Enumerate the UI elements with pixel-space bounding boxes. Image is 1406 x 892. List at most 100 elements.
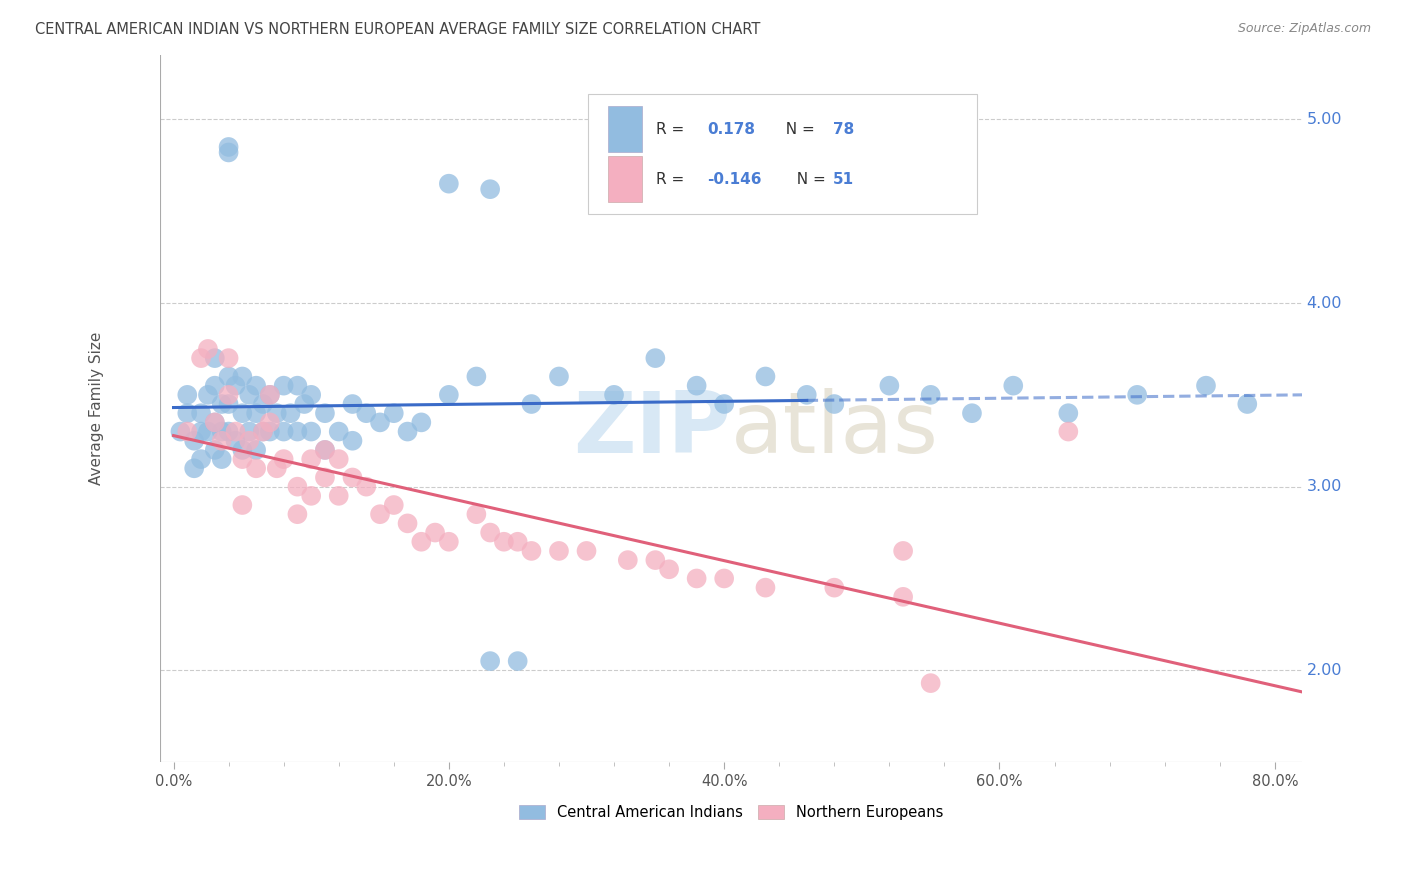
Point (211, 397, 233, 411)
Text: 78: 78 (832, 121, 853, 136)
Point (204, 351, 226, 365)
Point (176, 388, 198, 402)
Point (231, 369, 253, 384)
Point (1057, 406, 1080, 420)
Point (218, 388, 240, 402)
Point (183, 461, 205, 475)
Point (685, 378, 707, 392)
Point (520, 544, 543, 558)
Point (252, 397, 274, 411)
Point (644, 553, 666, 567)
Point (328, 425, 350, 439)
Point (238, 434, 260, 448)
Text: Source: ZipAtlas.com: Source: ZipAtlas.com (1237, 22, 1371, 36)
Point (245, 378, 267, 392)
Point (280, 406, 302, 420)
Point (465, 507, 488, 521)
Point (299, 388, 322, 402)
Point (190, 452, 212, 467)
Point (823, 397, 845, 411)
Point (190, 406, 212, 420)
Text: 51: 51 (832, 171, 853, 186)
Point (920, 388, 942, 402)
Point (314, 442, 336, 457)
Point (960, 406, 983, 420)
Point (823, 581, 845, 595)
Point (231, 442, 253, 457)
Point (437, 534, 460, 549)
Point (218, 397, 240, 411)
Point (658, 562, 681, 576)
Point (1236, 397, 1258, 411)
Point (411, 534, 433, 549)
Point (368, 507, 391, 521)
Text: ZIP: ZIP (574, 388, 731, 471)
Point (754, 369, 776, 384)
Point (273, 425, 295, 439)
Point (713, 397, 735, 411)
Point (342, 434, 364, 448)
Point (218, 351, 240, 365)
Point (259, 416, 281, 430)
Point (548, 544, 571, 558)
Point (713, 572, 735, 586)
Point (382, 406, 405, 420)
Point (644, 351, 666, 365)
Point (259, 425, 281, 439)
Text: 2.00: 2.00 (1306, 663, 1341, 678)
Point (190, 425, 212, 439)
Point (204, 416, 226, 430)
Point (603, 388, 626, 402)
Point (252, 425, 274, 439)
Point (796, 388, 818, 402)
Point (231, 452, 253, 467)
Text: 5.00: 5.00 (1306, 112, 1341, 127)
Point (575, 544, 598, 558)
Point (292, 397, 315, 411)
Point (245, 461, 267, 475)
Point (396, 516, 419, 531)
Point (224, 378, 246, 392)
Point (368, 416, 391, 430)
Point (211, 452, 233, 467)
Point (218, 140, 240, 154)
Point (314, 442, 336, 457)
Point (197, 388, 219, 402)
Point (204, 416, 226, 430)
Point (492, 534, 515, 549)
Point (437, 177, 460, 191)
Point (259, 388, 281, 402)
Text: Average Family Size: Average Family Size (90, 332, 104, 485)
Point (891, 544, 914, 558)
Point (520, 397, 543, 411)
Point (224, 425, 246, 439)
Point (299, 489, 322, 503)
Point (287, 507, 309, 521)
Point (479, 182, 502, 196)
Point (190, 351, 212, 365)
Text: atlas: atlas (731, 388, 939, 471)
Point (176, 425, 198, 439)
Point (204, 442, 226, 457)
Point (342, 397, 364, 411)
FancyBboxPatch shape (607, 106, 643, 152)
Text: R =: R = (655, 121, 689, 136)
Point (437, 388, 460, 402)
Point (273, 378, 295, 392)
Point (183, 434, 205, 448)
Point (245, 442, 267, 457)
Text: R =: R = (655, 171, 689, 186)
Point (354, 480, 377, 494)
Point (211, 434, 233, 448)
Point (273, 452, 295, 467)
Point (287, 480, 309, 494)
Legend: Central American Indians, Northern Europeans: Central American Indians, Northern Europ… (513, 799, 949, 825)
Point (197, 342, 219, 356)
Point (259, 388, 281, 402)
Point (231, 406, 253, 420)
FancyBboxPatch shape (588, 94, 977, 214)
Point (479, 654, 502, 668)
Point (1126, 388, 1149, 402)
Point (314, 470, 336, 484)
Point (1002, 378, 1025, 392)
